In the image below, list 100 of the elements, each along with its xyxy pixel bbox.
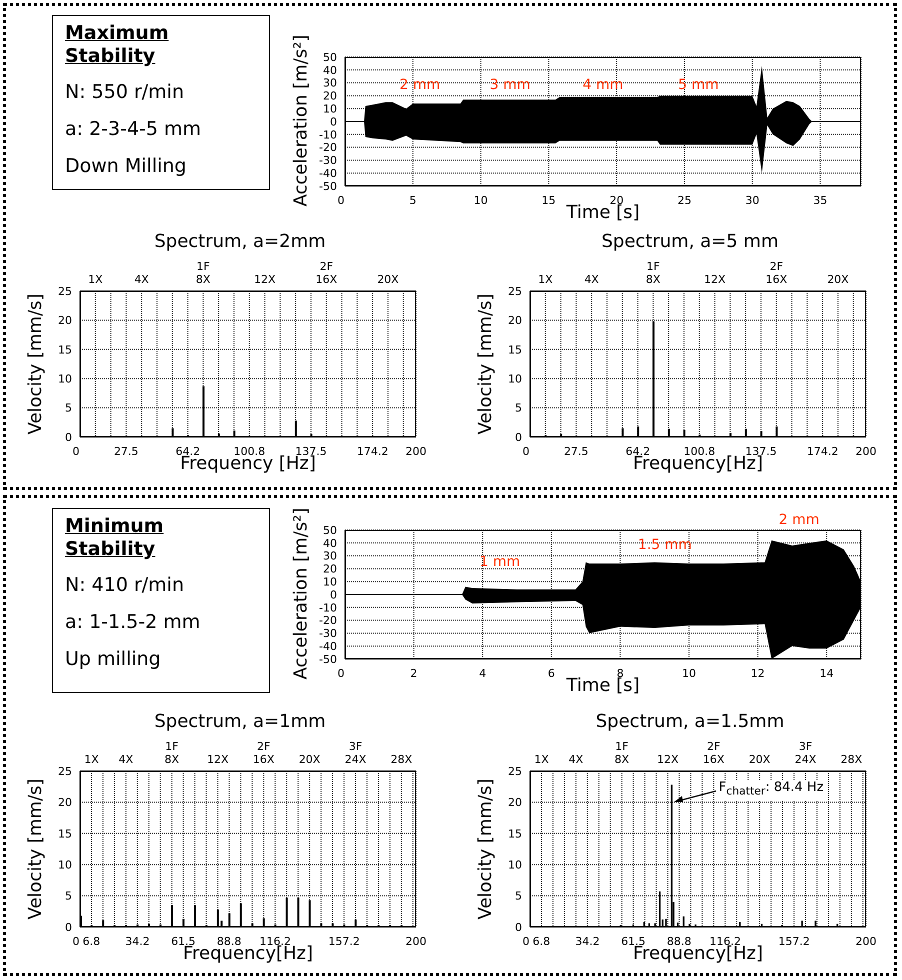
text: Maximum Stability <box>65 22 170 68</box>
x2-tick-label: 8X <box>614 753 630 766</box>
x2-tick-label: 24X <box>344 753 367 766</box>
y-tick-label: 30 <box>323 76 337 90</box>
text: Up milling <box>65 647 162 672</box>
x2-tick-label: 12X <box>254 273 276 286</box>
y-tick-label: 25 <box>508 284 522 298</box>
y-tick-label: 20 <box>508 796 522 810</box>
y-tick-label: 10 <box>323 576 337 589</box>
y-tick-label: 10 <box>58 372 72 386</box>
y-tick-label: 10 <box>508 858 522 872</box>
x2-tick-label: 1X <box>538 273 554 286</box>
text: 2F <box>768 260 784 274</box>
chart-title: Spectrum, a=1mm <box>153 711 327 732</box>
x2-tick-label: 16X <box>766 273 788 286</box>
x-tick-label: 6 <box>548 667 555 680</box>
y-tick-label: -20 <box>319 141 337 154</box>
x-tick-label: 5 <box>409 194 416 207</box>
y-tick-label: 20 <box>58 314 72 328</box>
x2-tick-label: 1X <box>88 273 104 286</box>
y-tick-label: 30 <box>323 550 337 563</box>
x2-tick-label: 28X <box>840 753 863 766</box>
x-tick-label: 10 <box>474 194 488 207</box>
y-tick-label: 20 <box>323 90 337 103</box>
y-tick-label: -30 <box>319 627 337 640</box>
annotation: 4 mm <box>582 76 624 94</box>
x-tick-label: 10 <box>682 667 696 680</box>
y-tick-label: 5 <box>515 402 522 415</box>
y-tick-label: -20 <box>319 614 337 628</box>
text: 2F <box>256 740 272 754</box>
x-tick-label: 88.8 <box>666 935 692 948</box>
y-tick-label: 0 <box>330 588 337 602</box>
x2-tick-label: 20X <box>827 273 850 286</box>
y-tick-label: 25 <box>508 764 522 778</box>
x-tick-label: 27.5 <box>114 445 138 458</box>
y-tick-label: -50 <box>319 652 337 666</box>
x-tick-label: 200 <box>856 445 876 458</box>
x2-tick-label: 20X <box>748 753 771 766</box>
annotation: 2 mm <box>398 76 442 94</box>
x-tick-label: 34.2 <box>575 935 600 948</box>
x2-tick-label: 4X <box>134 273 150 286</box>
y-axis-title: Acceleration [m/s²] <box>290 507 312 679</box>
x2-tick-label: 20X <box>377 273 400 286</box>
text: Down Milling <box>65 154 188 179</box>
x-tick-label: 100.8 <box>234 445 266 458</box>
y-axis-title: Velocity [mm/s] <box>25 292 47 436</box>
text: 1F <box>196 260 211 274</box>
y-tick-label: -40 <box>319 640 337 654</box>
x-tick-label: 30 <box>745 194 760 207</box>
x-tick-label: 34.2 <box>125 935 150 948</box>
x2-tick-label: 4X <box>584 273 600 286</box>
x2-tick-label: 4X <box>568 753 584 766</box>
chart-title: Spectrum, a=1.5mm <box>594 711 786 732</box>
annotation: 1.5 mm <box>636 536 693 554</box>
text: 2 mm <box>778 510 820 529</box>
x2-tick-label: 20X <box>298 753 321 766</box>
text: 2F <box>706 740 722 754</box>
y-tick-label: 10 <box>508 372 522 386</box>
y-tick-label: 20 <box>58 796 72 810</box>
x-tick-label: 25 <box>677 194 692 207</box>
y-tick-label: -10 <box>319 128 337 142</box>
x-tick-label: 35 <box>813 194 828 207</box>
x2-tick-label: 16X <box>252 753 275 766</box>
y-tick-label: 50 <box>323 524 337 537</box>
annotation: F$_{chatter}$: 84.4 Hz <box>718 780 825 800</box>
y-tick-label: 5 <box>65 890 72 903</box>
x-tick-label: 4 <box>479 667 486 680</box>
annotation: 1 mm <box>478 553 522 572</box>
x2-tick-label: 8X <box>646 273 661 286</box>
x-tick-label: 174.2 <box>806 445 838 458</box>
x-tick-label: 174.2 <box>356 445 388 458</box>
text: N: 550 r/min <box>65 80 186 105</box>
y-tick-label: 25 <box>58 284 72 298</box>
x-tick-label: 200 <box>406 445 426 458</box>
x-tick-label: 27.5 <box>564 445 588 458</box>
text: 1F <box>646 260 661 274</box>
y-tick-label: 10 <box>323 102 337 116</box>
x-tick-label: 200 <box>856 935 876 948</box>
y-tick-label: 40 <box>323 536 337 550</box>
y-tick-label: -40 <box>319 167 337 180</box>
text: 3F <box>348 740 364 754</box>
y-axis-title: Velocity [mm/s] <box>475 778 497 922</box>
y-tick-label: 40 <box>323 64 337 77</box>
y-tick-label: 0 <box>330 115 337 128</box>
x-tick-label: 6.8 <box>532 935 550 948</box>
y-tick-label: 15 <box>508 343 522 356</box>
x-tick-label: 14 <box>820 667 834 680</box>
x2-tick-label: 8X <box>164 753 180 766</box>
x-tick-label: 200 <box>406 935 426 948</box>
text: N: 410 r/min <box>65 573 186 598</box>
x2-tick-label: 4X <box>118 753 134 766</box>
x2-tick-label: 16X <box>702 753 725 766</box>
y-tick-label: 15 <box>58 827 72 840</box>
x2-tick-label: 1X <box>534 753 550 766</box>
y-tick-label: 15 <box>58 343 72 356</box>
x2-tick-label: 12X <box>206 753 229 766</box>
y-tick-label: 0 <box>515 430 522 444</box>
y-tick-label: 20 <box>323 562 337 576</box>
y-tick-label: 5 <box>515 890 522 903</box>
y-tick-label: -30 <box>319 154 337 168</box>
